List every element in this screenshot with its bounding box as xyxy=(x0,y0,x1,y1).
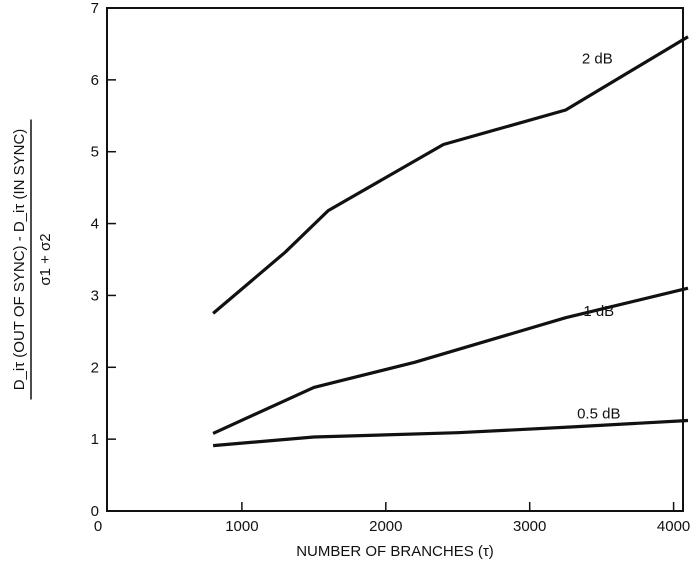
x-tick-label: 0 xyxy=(94,518,102,535)
series-line xyxy=(212,418,689,448)
series-label: 1 dB xyxy=(583,303,614,320)
axis-ticks: 0 1000 2000 3000 4000 0 1 2 3 4 5 6 7 xyxy=(91,0,691,535)
y-tick-label: 1 xyxy=(91,431,99,448)
plot-frame xyxy=(106,7,684,512)
y-axis-title-denominator: σ1 + σ2 xyxy=(37,233,54,285)
series-label: 0.5 dB xyxy=(577,405,620,422)
x-tick-label: 4000 xyxy=(657,518,690,535)
y-axis-title: D_iτ (OUT OF SYNC) - D_iτ (IN SYNC) σ1 +… xyxy=(11,119,54,400)
y-tick-label: 4 xyxy=(91,216,99,233)
y-tick-label: 2 xyxy=(91,359,99,376)
x-tick-label: 2000 xyxy=(369,518,402,535)
series-lines: 2 dB 1 dB 0.5 dB xyxy=(212,35,689,448)
series-line xyxy=(212,286,689,435)
y-axis-title-numerator: D_iτ (OUT OF SYNC) - D_iτ (IN SYNC) xyxy=(11,129,28,391)
y-tick-label: 5 xyxy=(91,144,99,161)
y-tick-label: 3 xyxy=(91,287,99,304)
y-tick-label: 6 xyxy=(91,72,99,89)
x-tick-label: 3000 xyxy=(513,518,546,535)
series-label: 2 dB xyxy=(582,50,613,67)
y-tick-label: 0 xyxy=(91,503,99,520)
x-tick-label: 1000 xyxy=(225,518,258,535)
series-line xyxy=(212,35,689,315)
x-axis-title: NUMBER OF BRANCHES (τ) xyxy=(296,543,494,560)
y-tick-label: 7 xyxy=(91,0,99,17)
